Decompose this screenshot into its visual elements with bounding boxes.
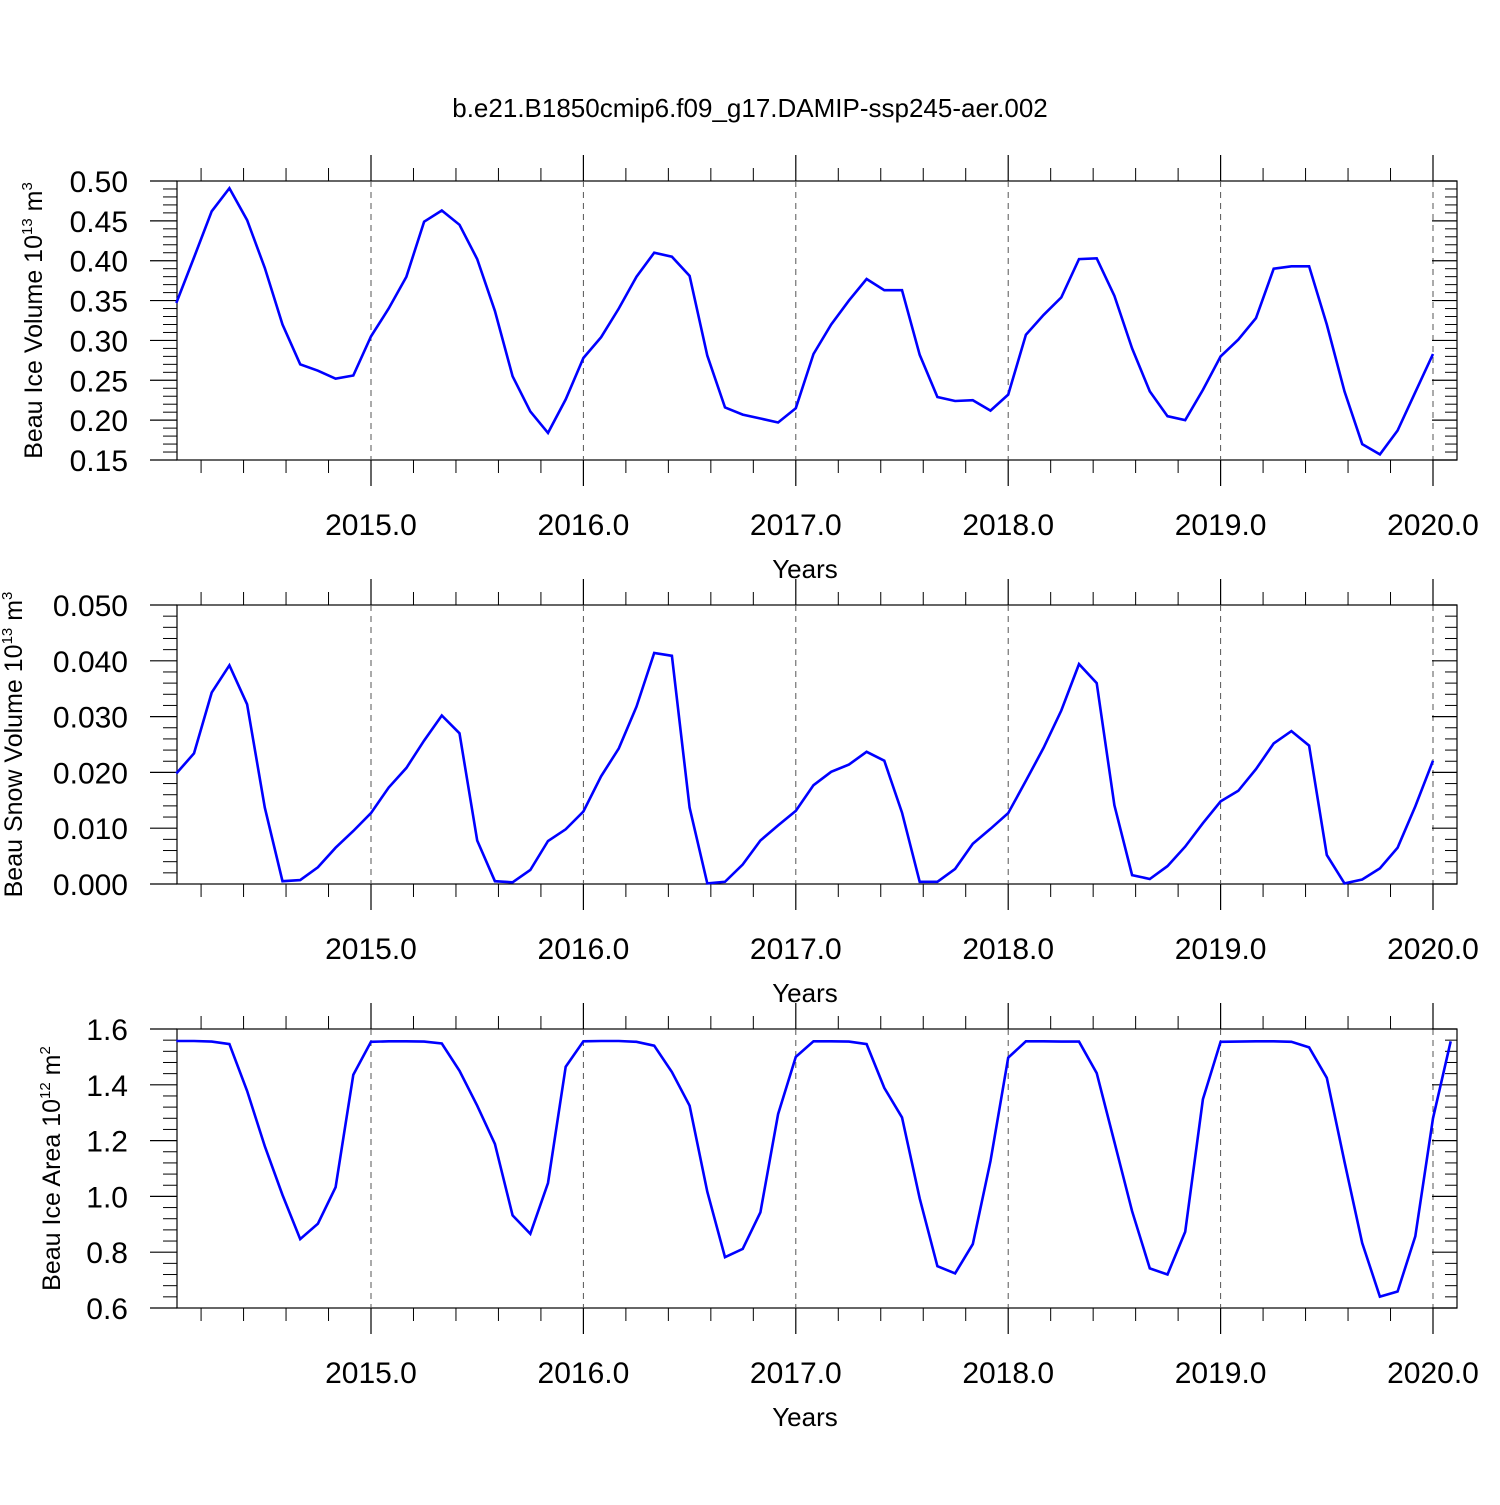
x-tick-label: 2016.0 — [538, 509, 630, 542]
x-tick-label: 2018.0 — [962, 933, 1054, 966]
series-line-1 — [175, 651, 1435, 885]
x-tick-label: 2018.0 — [962, 1357, 1054, 1390]
x-tick-label: 2016.0 — [538, 1357, 630, 1390]
y-tick-label: 0.30 — [70, 325, 128, 358]
y-axis-label: Beau Ice Area 1012 m2 — [37, 1046, 66, 1291]
y-tick-label: 0.20 — [70, 405, 128, 438]
y-tick-label: 0.25 — [70, 365, 128, 398]
plot-frame — [176, 604, 1458, 885]
panel-3: 2015.0 2016.0 2017.0 2018.0 2019.0 2020.0 Year… — [37, 1003, 1479, 1432]
y-axis-label: Beau Ice Volume 1013 m3 — [19, 182, 48, 459]
series-line-1 — [176, 1039, 1452, 1299]
x-tick-label: 2020.0 — [1387, 509, 1479, 542]
x-tick-label: 2015.0 — [325, 933, 417, 966]
y-tick-label: 0.020 — [53, 757, 128, 790]
x-tick-label: 2016.0 — [538, 933, 630, 966]
x-tick-label: 2015.0 — [325, 1357, 417, 1390]
y-tick-label: 0.40 — [70, 246, 128, 279]
x-tick-label: 2020.0 — [1387, 1357, 1479, 1390]
plot-frame — [176, 1028, 1458, 1309]
y-tick-label: 0.050 — [53, 590, 128, 623]
plot-frame — [176, 180, 1458, 461]
y-tick-label: 0.000 — [53, 869, 128, 902]
series-line-1 — [175, 185, 1435, 457]
x-axis-label: Years — [772, 1402, 838, 1432]
y-tick-label: 0.50 — [70, 166, 128, 199]
y-tick-label: 1.0 — [86, 1181, 128, 1214]
y-tick-label: 0.15 — [70, 445, 128, 478]
y-tick-label: 0.040 — [53, 646, 128, 679]
x-tick-label: 2020.0 — [1387, 933, 1479, 966]
panel-2: 2015.0 2016.0 2017.0 2018.0 2019.0 2020.0 Year… — [0, 579, 1479, 1008]
y-tick-label: 0.45 — [70, 206, 128, 239]
y-tick-label: 0.010 — [53, 813, 128, 846]
x-axis-label: Years — [772, 554, 838, 584]
y-tick-label: 0.6 — [86, 1293, 128, 1326]
y-axis-label: Beau Snow Volume 1013 m3 — [0, 592, 28, 898]
x-tick-label: 2018.0 — [962, 509, 1054, 542]
x-tick-label: 2017.0 — [750, 509, 842, 542]
y-tick-label: 1.2 — [86, 1126, 128, 1159]
x-tick-label: 2017.0 — [750, 1357, 842, 1390]
x-tick-label: 2017.0 — [750, 933, 842, 966]
y-tick-label: 1.4 — [86, 1070, 128, 1103]
x-tick-label: 2019.0 — [1175, 1357, 1267, 1390]
y-tick-label: 1.6 — [86, 1014, 128, 1047]
panel-1: 2015.0 2016.0 2017.0 2018.0 2019.0 2020.0 Year… — [19, 155, 1479, 584]
x-axis-label: Years — [772, 978, 838, 1008]
y-tick-label: 0.35 — [70, 286, 128, 319]
figure-title: b.e21.B1850cmip6.f09_g17.DAMIP-ssp245-ae… — [452, 93, 1048, 123]
y-tick-label: 0.030 — [53, 702, 128, 735]
x-tick-label: 2015.0 — [325, 509, 417, 542]
x-tick-label: 2019.0 — [1175, 509, 1267, 542]
y-tick-label: 0.8 — [86, 1237, 128, 1270]
x-tick-label: 2019.0 — [1175, 933, 1267, 966]
